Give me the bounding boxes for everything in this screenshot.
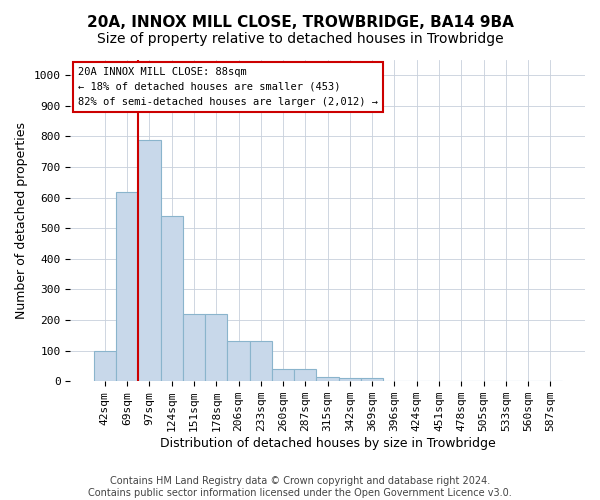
Bar [316, 376, 339, 381]
Bar [294, 369, 316, 381]
Bar [116, 192, 138, 381]
Bar [272, 369, 294, 381]
Bar [250, 342, 272, 381]
Bar [161, 216, 183, 381]
Text: Size of property relative to detached houses in Trowbridge: Size of property relative to detached ho… [97, 32, 503, 46]
Bar [205, 314, 227, 381]
Y-axis label: Number of detached properties: Number of detached properties [15, 122, 28, 319]
X-axis label: Distribution of detached houses by size in Trowbridge: Distribution of detached houses by size … [160, 437, 496, 450]
Bar [138, 140, 161, 381]
Text: Contains HM Land Registry data © Crown copyright and database right 2024.
Contai: Contains HM Land Registry data © Crown c… [88, 476, 512, 498]
Bar [339, 378, 361, 381]
Bar [227, 342, 250, 381]
Text: 20A INNOX MILL CLOSE: 88sqm
← 18% of detached houses are smaller (453)
82% of se: 20A INNOX MILL CLOSE: 88sqm ← 18% of det… [78, 67, 378, 106]
Bar [361, 378, 383, 381]
Bar [183, 314, 205, 381]
Text: 20A, INNOX MILL CLOSE, TROWBRIDGE, BA14 9BA: 20A, INNOX MILL CLOSE, TROWBRIDGE, BA14 … [86, 15, 514, 30]
Bar [94, 350, 116, 381]
